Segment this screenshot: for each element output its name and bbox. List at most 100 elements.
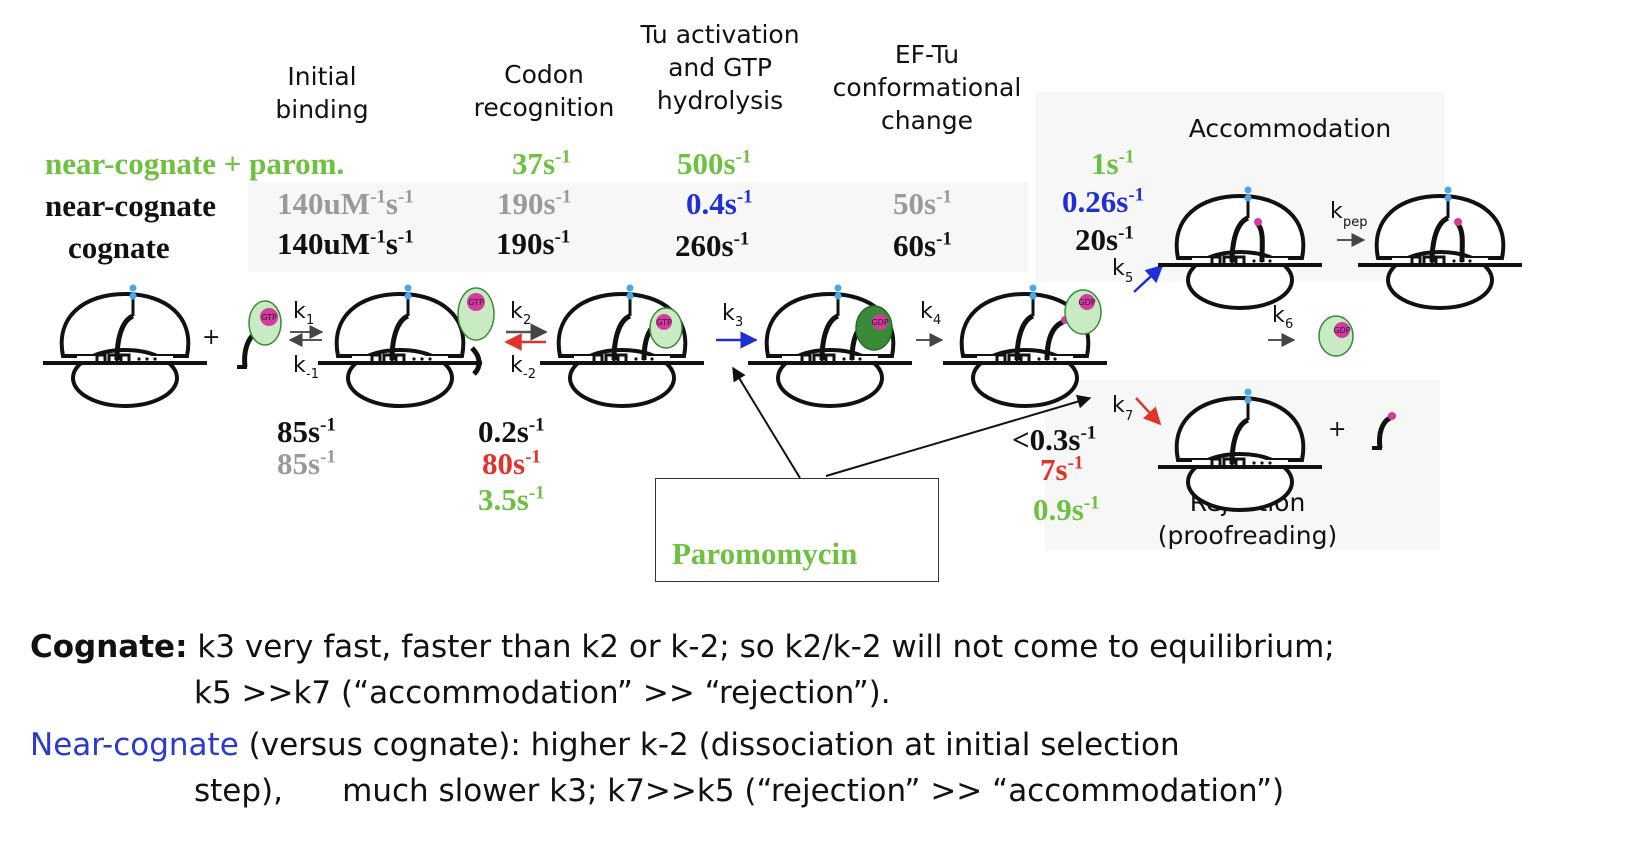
stage-codon-recognition: Codon recognition xyxy=(463,58,625,124)
rate-exponent: -1 xyxy=(1118,146,1135,168)
k2-subscript: 2 xyxy=(523,313,531,328)
k5-letter: k xyxy=(1112,256,1125,281)
rate-value: 140uM xyxy=(277,186,370,221)
paromomycin-label: Paromomycin xyxy=(672,536,858,571)
row-label-near-cognate: near-cognate xyxy=(45,188,217,223)
rate-k7-cognate: <0.3s-1 xyxy=(1012,422,1096,458)
rate-km1-near-cognate: 85s-1 xyxy=(277,446,336,482)
gtp-label: GTP xyxy=(656,318,672,327)
rate-value: 37s xyxy=(512,146,556,181)
stage-accommodation: Accommodation xyxy=(1188,114,1392,143)
kpep-subscript: pep xyxy=(1343,215,1368,230)
rate-km2-cognate: 0.2s-1 xyxy=(478,414,545,450)
rate-exponent: -1 xyxy=(735,146,752,168)
rate-value: 140uM xyxy=(277,226,370,261)
rate-k2-parom: 37s-1 xyxy=(512,146,571,182)
ribosome-codon-recognition: GTP xyxy=(538,285,706,408)
rate-value: <0.3s xyxy=(1012,422,1081,457)
rate-value: 7s xyxy=(1040,452,1068,487)
cognate-note-text: k3 very fast, faster than k2 or k-2; so … xyxy=(197,629,1335,665)
rate-exponent: -1 xyxy=(397,186,414,208)
ribosome-rejected xyxy=(1156,389,1324,512)
k4-subscript: 4 xyxy=(933,313,941,328)
rate-exponent: -1 xyxy=(1083,492,1100,514)
rate-k4-cognate: 60s-1 xyxy=(893,228,952,264)
rate-km2-parom: 3.5s-1 xyxy=(478,482,545,518)
paromomycin-box xyxy=(655,478,939,582)
rate-exponent: -1 xyxy=(554,226,571,248)
stage-text: binding xyxy=(275,95,369,124)
rate-value: 0.9s xyxy=(1033,492,1084,527)
rate-exponent: -1 xyxy=(320,414,336,436)
near-cognate-note-title: Near-cognate xyxy=(30,727,239,763)
k6-letter: k xyxy=(1272,303,1285,328)
near-cognate-note-line1: Near-cognate (versus cognate): higher k-… xyxy=(30,726,1180,764)
k3-subscript: 3 xyxy=(735,315,743,330)
paromomycin-arrow-k7 xyxy=(825,394,1092,477)
k7-letter: k xyxy=(1112,393,1125,418)
cognate-note-title: Cognate: xyxy=(30,629,188,665)
rate-value: 1s xyxy=(1091,146,1119,181)
k7-subscript: 7 xyxy=(1125,409,1133,424)
rate-k3-cognate: 260s-1 xyxy=(675,228,749,264)
rate-exponent: -1 xyxy=(370,186,386,208)
stage-text: conformational xyxy=(832,73,1022,102)
ribosome-eftu-change: GDP xyxy=(941,285,1109,408)
gtp-label: GTP xyxy=(261,313,277,322)
rate-unit: s xyxy=(385,186,398,221)
rate-value: 85s xyxy=(277,446,321,481)
rate-exponent: -1 xyxy=(936,186,952,208)
rate-value: 0.2s xyxy=(478,414,529,449)
rate-k3-near-cognate: 0.4s-1 xyxy=(686,186,753,222)
rate-k2-near-cognate: 190s-1 xyxy=(497,186,571,222)
rate-exponent: -1 xyxy=(733,228,750,250)
km2-subscript: -2 xyxy=(523,367,536,382)
rate-value: 260s xyxy=(675,228,734,263)
k1-subscript: 1 xyxy=(306,313,314,328)
k4-letter: k xyxy=(920,299,933,324)
rate-exponent: -1 xyxy=(1067,452,1084,474)
rate-value: 60s xyxy=(893,228,937,263)
released-trna-icon xyxy=(1372,412,1396,450)
km1-subscript: -1 xyxy=(306,367,319,382)
ternary-complex-icon: GTP xyxy=(237,300,282,369)
stage-initial-binding: Initial binding xyxy=(262,60,382,126)
stage-text: Tu activation xyxy=(640,20,800,49)
rate-unit: s xyxy=(385,226,398,261)
rate-value: 50s xyxy=(893,186,937,221)
rate-value: 20s xyxy=(1075,222,1119,257)
gdp-label: GDP xyxy=(871,318,888,327)
stage-text: EF-Tu xyxy=(894,40,960,69)
rate-exponent: -1 xyxy=(555,146,571,168)
cognate-note-line1: Cognate: k3 very fast, faster than k2 or… xyxy=(30,628,1335,666)
near-cognate-note-line2: step), much slower k3; k7>>k5 (“rejectio… xyxy=(194,773,1285,809)
kpep-letter: k xyxy=(1330,199,1343,224)
rate-value: 190s xyxy=(497,186,556,221)
rate-value: 0.26s xyxy=(1062,184,1129,219)
eftu-gdp-released-icon: GDP xyxy=(1318,315,1354,357)
stage-text: Codon xyxy=(504,60,584,89)
rate-k3-parom: 500s-1 xyxy=(677,146,751,182)
stage-rejection: Rejection (proofreading) xyxy=(1140,486,1355,552)
k3-letter: k xyxy=(722,301,735,326)
row-label-near-cognate-parom: near-cognate + parom. xyxy=(45,146,345,181)
ribosome-gtp-hydrolysis: GDP xyxy=(746,285,914,408)
rate-exponent: -1 xyxy=(1128,184,1145,206)
stage-text: (proofreading) xyxy=(1157,521,1338,550)
stage-text: recognition xyxy=(473,93,615,122)
rate-k4-near-cognate: 50s-1 xyxy=(893,186,952,222)
rate-k1-near-cognate: 140uM-1s-1 xyxy=(277,186,414,222)
ribosome-empty xyxy=(41,285,209,408)
km1-letter: k xyxy=(293,353,306,378)
rate-k5-cognate: 20s-1 xyxy=(1075,222,1134,258)
stage-text: Initial xyxy=(287,62,357,91)
near-cognate-note-text: (versus cognate): higher k-2 (dissociati… xyxy=(248,727,1180,763)
rate-km2-near-cognate: 80s-1 xyxy=(482,446,541,482)
rate-exponent: -1 xyxy=(525,446,541,468)
plus-sign: + xyxy=(1328,417,1346,442)
rate-km1-cognate: 85s-1 xyxy=(277,414,336,450)
rate-value: 190s xyxy=(496,226,555,261)
stage-eftu-change: EF-Tu conformational change xyxy=(822,38,1032,137)
